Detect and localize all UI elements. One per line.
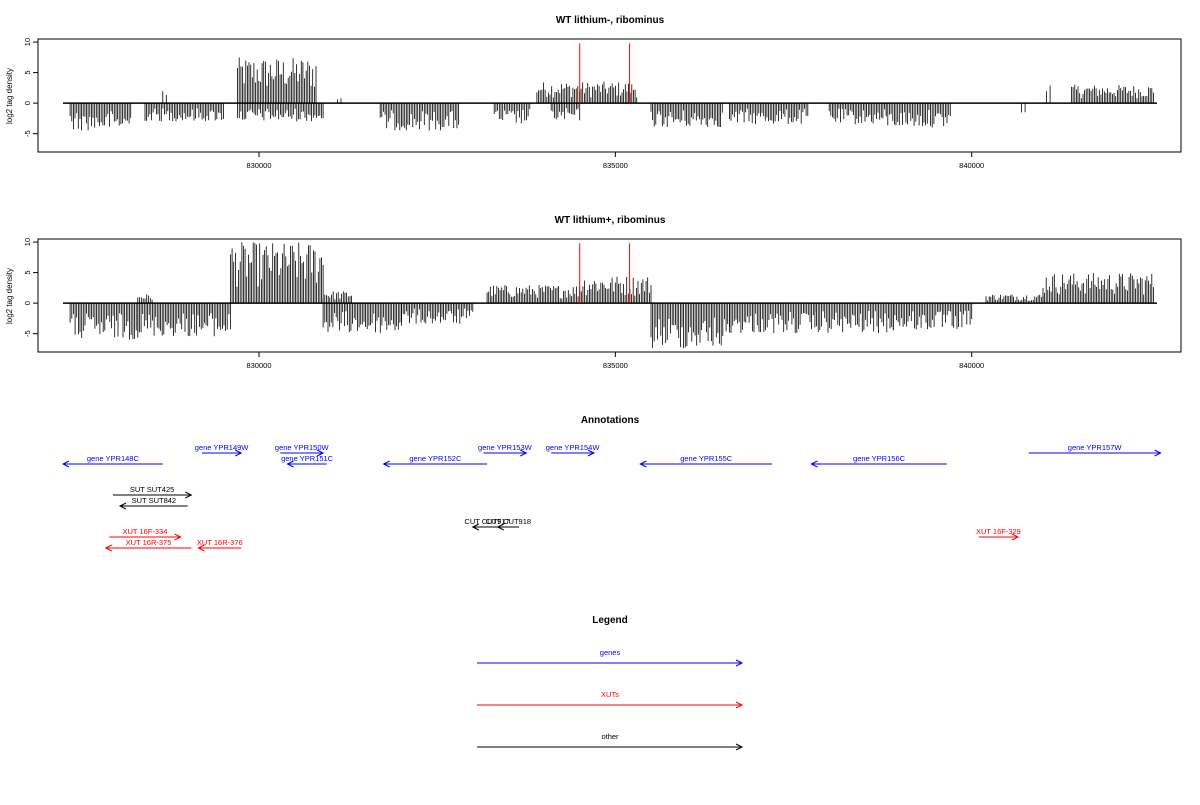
- feature-label: XUT 16F-334: [123, 527, 168, 536]
- feature-label: XUT 16R-375: [126, 538, 172, 547]
- feature-label: gene YPR151C: [281, 454, 334, 463]
- xut-feature: XUT 16R-376: [197, 538, 243, 552]
- axes: 830000 835000 840000 10 5 0 -5: [23, 38, 984, 170]
- y-tick-label: 5: [23, 271, 32, 275]
- marker-lines: [579, 243, 631, 304]
- feature-label: gene YPR149W: [195, 443, 250, 452]
- legend-title: Legend: [592, 615, 628, 626]
- legend-label: genes: [600, 648, 621, 657]
- gene-feature: gene YPR148C: [61, 454, 163, 468]
- feature-label: gene YPR152C: [409, 454, 462, 463]
- gene-feature: gene YPR150W: [275, 443, 330, 457]
- feature-arrow-head: [61, 460, 70, 468]
- y-tick-label: 10: [23, 238, 32, 246]
- legend-panel: Legend genes XUTs other: [477, 615, 744, 751]
- feature-arrow-head: [197, 544, 205, 552]
- feature-label: gene YPR156C: [853, 454, 906, 463]
- other-feature: SUT SUT842: [118, 496, 188, 510]
- density-bars: [63, 57, 1157, 131]
- legend-label: XUTs: [601, 690, 619, 699]
- feature-arrow-head: [104, 544, 112, 552]
- feature-arrow-head: [1011, 533, 1020, 541]
- density-bars: [63, 242, 1157, 349]
- y-tick-label: 0: [23, 101, 32, 105]
- feature-label: gene YPR155C: [680, 454, 733, 463]
- feature-arrow-head: [471, 523, 480, 531]
- gene-feature: gene YPR156C: [810, 454, 947, 468]
- marker-lines: [579, 43, 631, 104]
- y-axis-label: log2 tag density: [5, 68, 14, 124]
- legend-item: genes: [477, 648, 744, 667]
- y-tick-label: 10: [23, 38, 32, 46]
- feature-arrow-head: [639, 460, 647, 468]
- x-tick-label: 830000: [246, 361, 271, 370]
- legend-item: other: [477, 732, 744, 751]
- panel-title: WT lithium-, ribominus: [556, 15, 665, 26]
- gene-feature: gene YPR154W: [546, 443, 601, 457]
- gene-feature: gene YPR149W: [195, 443, 250, 457]
- feature-label: gene YPR153W: [478, 443, 533, 452]
- panel-title: WT lithium+, ribominus: [555, 215, 666, 226]
- legend-label: other: [601, 732, 619, 741]
- feature-arrow-head: [234, 449, 243, 457]
- feature-label: gene YPR157W: [1068, 443, 1123, 452]
- xut-feature: XUT 16F-334: [109, 527, 182, 541]
- feature-label: SUT SUT425: [130, 485, 174, 494]
- x-tick-label: 840000: [959, 161, 984, 170]
- legend-items: genes XUTs other: [477, 648, 744, 751]
- feature-arrow-head: [316, 449, 325, 457]
- feature-label: CUT CUT917: [464, 517, 509, 526]
- feature-arrow-head: [118, 502, 127, 510]
- gene-feature: gene YPR152C: [382, 454, 488, 468]
- x-tick-label: 840000: [959, 361, 984, 370]
- x-tick-label: 835000: [603, 161, 628, 170]
- legend-arrow-head: [735, 701, 744, 709]
- y-tick-label: -5: [23, 130, 32, 137]
- xut-feature: XUT 16R-375: [104, 538, 192, 552]
- feature-arrow-head: [185, 491, 193, 499]
- feature-arrow-head: [587, 449, 596, 457]
- feature-label: XUT 16F-329: [976, 527, 1021, 536]
- axes: 830000 835000 840000 10 5 0 -5: [23, 238, 984, 370]
- legend-arrow-head: [735, 743, 744, 751]
- plot-frame: [37, 238, 1182, 353]
- feature-arrows: gene YPR148C gene YPR149W gene YPR150W gene…: [61, 443, 1162, 552]
- feature-arrow-head: [1154, 449, 1162, 457]
- x-tick-label: 830000: [246, 161, 271, 170]
- track-panel-lithium-plus: WT lithium+, ribominus log2 tag density …: [5, 215, 1182, 370]
- track-panel-lithium-minus: WT lithium-, ribominus log2 tag density …: [5, 15, 1182, 170]
- feature-arrow-head: [174, 533, 182, 541]
- plot-frame: [37, 38, 1182, 153]
- annotations-title: Annotations: [581, 415, 640, 426]
- other-feature: SUT SUT425: [112, 485, 193, 499]
- feature-label: XUT 16R-376: [197, 538, 243, 547]
- feature-arrow-head: [520, 449, 528, 457]
- feature-label: gene YPR154W: [546, 443, 601, 452]
- gene-feature: gene YPR155C: [639, 454, 773, 468]
- xut-feature: XUT 16F-329: [976, 527, 1021, 541]
- feature-label: gene YPR148C: [87, 454, 140, 463]
- gene-feature: gene YPR153W: [478, 443, 533, 457]
- gene-feature: gene YPR157W: [1028, 443, 1162, 457]
- legend-item: XUTs: [477, 690, 744, 709]
- feature-arrow-head: [496, 523, 504, 531]
- x-tick-label: 835000: [603, 361, 628, 370]
- other-feature: CUT CUT918: [486, 517, 531, 531]
- feature-arrow-head: [810, 460, 818, 468]
- y-tick-label: 0: [23, 301, 32, 305]
- feature-label: gene YPR150W: [275, 443, 330, 452]
- feature-label: SUT SUT842: [132, 496, 176, 505]
- feature-arrow-head: [382, 460, 390, 468]
- y-tick-label: 5: [23, 71, 32, 75]
- gene-feature: gene YPR151C: [281, 454, 334, 468]
- legend-arrow-head: [735, 659, 744, 667]
- y-tick-label: -5: [23, 330, 32, 337]
- feature-label: CUT CUT918: [486, 517, 531, 526]
- feature-arrow-head: [286, 460, 294, 468]
- other-feature: CUT CUT917: [464, 517, 510, 531]
- y-axis-label: log2 tag density: [5, 268, 14, 324]
